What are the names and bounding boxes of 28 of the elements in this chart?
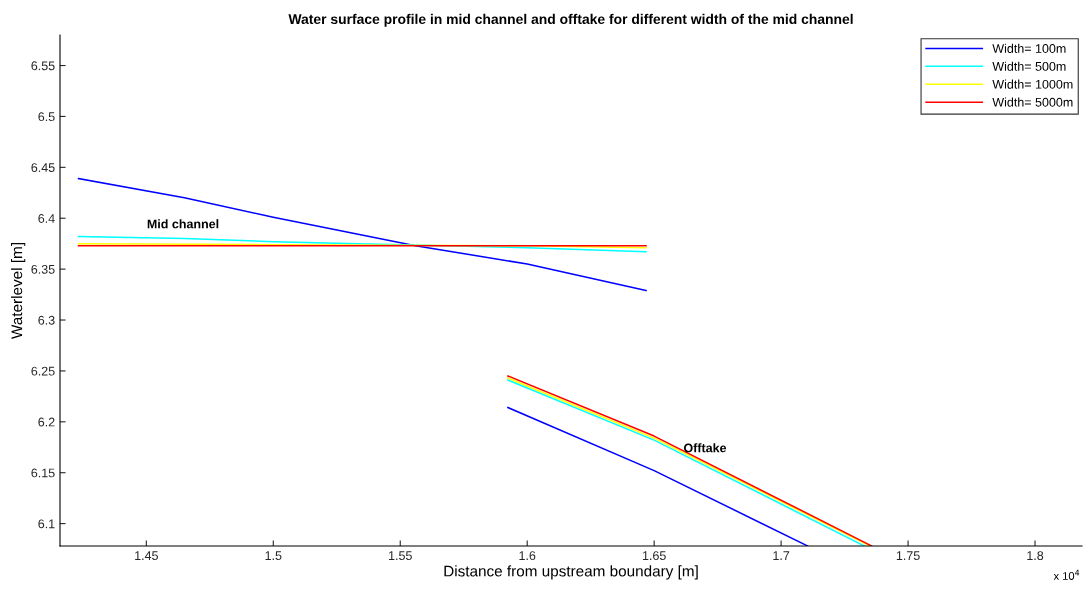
legend-label: Width= 1000m [992,79,1073,89]
x-tick-label: 1.8 [1027,551,1044,561]
legend-label: Width= 5000m [992,97,1073,107]
legend-label: Width= 100m [992,43,1066,53]
x-axis-title: Distance from upstream boundary [m] [444,565,698,580]
x-tick-label: 1.55 [389,551,412,561]
annotation: Offtake [683,443,727,453]
text: x 10$^{4}$ [1053,569,1080,580]
y-tick-label: 6.5 [38,112,55,122]
x-tick-label: 1.6 [519,551,536,561]
annotation: Mid channel [147,219,219,229]
y-tick-label: 6.15 [31,468,55,478]
x-tick-label: 1.45 [135,551,158,561]
legend-label: Width= 500m [992,61,1066,71]
y-axis-title: Waterlevel [m] [11,243,26,339]
y-tick-label: 6.2 [38,417,55,427]
x-tick-label: 1.75 [896,551,920,561]
y-tick-label: 6.3 [38,315,55,325]
y-tick-label: 6.55 [31,61,55,71]
y-tick-label: 6.45 [31,163,55,172]
x-tick-label: 1.65 [642,551,666,561]
y-tick-label: 6.35 [31,264,55,274]
y-tick-label: 6.1 [38,519,55,529]
chart-title: Water surface profile in mid channel and offtake for different width of the mid channel [288,13,853,27]
y-tick-label: 6.4 [38,214,55,223]
y-tick-label: 6.25 [31,366,55,376]
x-tick-label: 1.5 [265,551,282,561]
x-tick-label: 1.7 [773,551,790,560]
